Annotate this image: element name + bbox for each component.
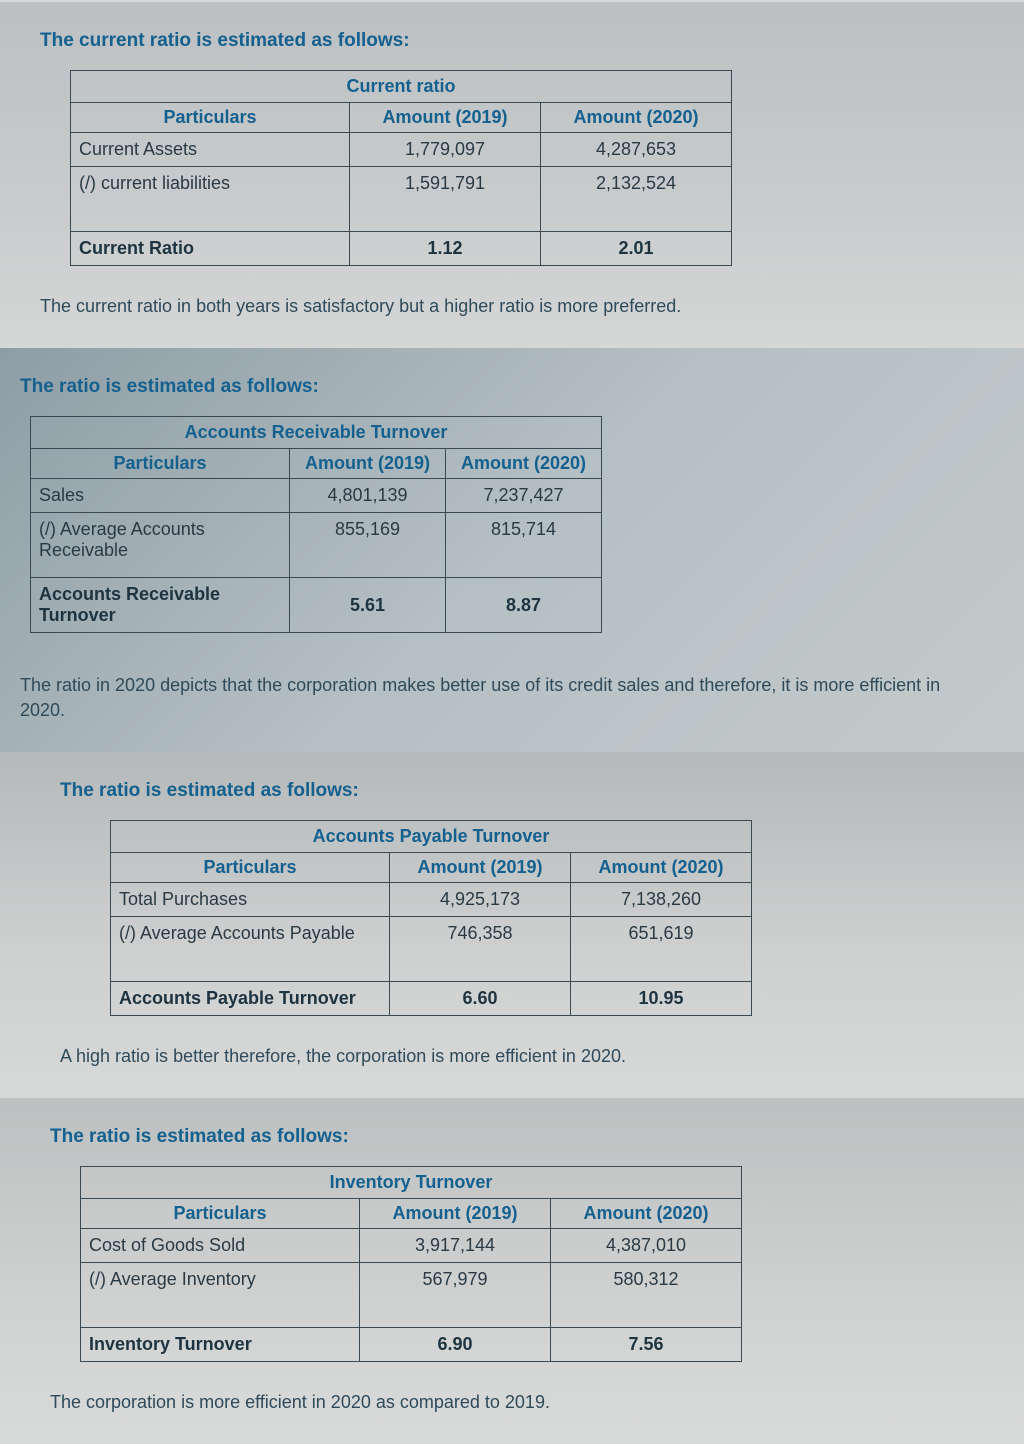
cell-2019: 567,979 (360, 1263, 551, 1328)
cell-particular: Sales (31, 479, 290, 513)
cell-particular: (/) Average Accounts Payable (111, 916, 390, 981)
col-2020: Amount (2020) (446, 449, 602, 479)
cell-2019: 4,801,139 (290, 479, 446, 513)
table-row: Total Purchases 4,925,173 7,138,260 (111, 882, 752, 916)
table-row: (/) Average Accounts Payable 746,358 651… (111, 916, 752, 981)
cell-2020: 2,132,524 (541, 167, 732, 232)
table-row: Sales 4,801,139 7,237,427 (31, 479, 602, 513)
table-title: Accounts Payable Turnover (111, 820, 752, 852)
table-row: (/) Average Accounts Receivable 855,169 … (31, 513, 602, 578)
table-result-row: Current Ratio 1.12 2.01 (71, 232, 732, 266)
table-result-row: Inventory Turnover 6.90 7.56 (81, 1328, 742, 1362)
heading-ap-turnover: The ratio is estimated as follows: (60, 780, 984, 802)
note-ar-turnover: The ratio in 2020 depicts that the corpo… (20, 673, 984, 722)
col-particulars: Particulars (71, 103, 350, 133)
section-ar-turnover: The ratio is estimated as follows: Accou… (0, 348, 1024, 752)
cell-2019: 5.61 (290, 578, 446, 633)
table-inventory-turnover: Inventory Turnover Particulars Amount (2… (80, 1166, 742, 1362)
cell-2019: 1.12 (350, 232, 541, 266)
cell-particular: Cost of Goods Sold (81, 1229, 360, 1263)
cell-particular: Inventory Turnover (81, 1328, 360, 1362)
table-row: (/) Average Inventory 567,979 580,312 (81, 1263, 742, 1328)
cell-2020: 4,387,010 (551, 1229, 742, 1263)
col-particulars: Particulars (31, 449, 290, 479)
cell-2020: 2.01 (541, 232, 732, 266)
cell-2020: 8.87 (446, 578, 602, 633)
table-row: (/) current liabilities 1,591,791 2,132,… (71, 167, 732, 232)
cell-particular: Total Purchases (111, 882, 390, 916)
table-row: Cost of Goods Sold 3,917,144 4,387,010 (81, 1229, 742, 1263)
heading-current-ratio: The current ratio is estimated as follow… (40, 30, 984, 52)
cell-particular: Current Ratio (71, 232, 350, 266)
table-result-row: Accounts Receivable Turnover 5.61 8.87 (31, 578, 602, 633)
cell-2020: 651,619 (571, 916, 752, 981)
table-ar-turnover: Accounts Receivable Turnover Particulars… (30, 416, 602, 633)
section-inventory-turnover: The ratio is estimated as follows: Inven… (0, 1098, 1024, 1444)
note-current-ratio: The current ratio in both years is satis… (40, 294, 984, 318)
cell-2020: 580,312 (551, 1263, 742, 1328)
cell-2020: 4,287,653 (541, 133, 732, 167)
col-2019: Amount (2019) (360, 1199, 551, 1229)
col-2020: Amount (2020) (551, 1199, 742, 1229)
cell-2019: 855,169 (290, 513, 446, 578)
cell-2020: 815,714 (446, 513, 602, 578)
table-title: Inventory Turnover (81, 1167, 742, 1199)
col-2019: Amount (2019) (290, 449, 446, 479)
cell-2019: 1,779,097 (350, 133, 541, 167)
cell-2019: 6.60 (390, 981, 571, 1015)
table-title: Accounts Receivable Turnover (31, 417, 602, 449)
section-current-ratio: The current ratio is estimated as follow… (0, 0, 1024, 348)
cell-2020: 7,237,427 (446, 479, 602, 513)
section-ap-turnover: The ratio is estimated as follows: Accou… (0, 752, 1024, 1098)
cell-2019: 6.90 (360, 1328, 551, 1362)
cell-2020: 7,138,260 (571, 882, 752, 916)
cell-2019: 4,925,173 (390, 882, 571, 916)
cell-particular: (/) current liabilities (71, 167, 350, 232)
note-ap-turnover: A high ratio is better therefore, the co… (60, 1044, 984, 1068)
table-current-ratio: Current ratio Particulars Amount (2019) … (70, 70, 732, 266)
col-particulars: Particulars (111, 852, 390, 882)
col-2019: Amount (2019) (390, 852, 571, 882)
col-2019: Amount (2019) (350, 103, 541, 133)
heading-inventory-turnover: The ratio is estimated as follows: (50, 1126, 984, 1148)
cell-2019: 746,358 (390, 916, 571, 981)
col-2020: Amount (2020) (541, 103, 732, 133)
cell-particular: Accounts Payable Turnover (111, 981, 390, 1015)
col-2020: Amount (2020) (571, 852, 752, 882)
table-ap-turnover: Accounts Payable Turnover Particulars Am… (110, 820, 752, 1016)
table-row: Current Assets 1,779,097 4,287,653 (71, 133, 732, 167)
note-inventory-turnover: The corporation is more efficient in 202… (50, 1390, 984, 1414)
cell-2019: 1,591,791 (350, 167, 541, 232)
table-result-row: Accounts Payable Turnover 6.60 10.95 (111, 981, 752, 1015)
cell-2020: 10.95 (571, 981, 752, 1015)
cell-particular: Accounts Receivable Turnover (31, 578, 290, 633)
cell-2020: 7.56 (551, 1328, 742, 1362)
table-title: Current ratio (71, 71, 732, 103)
cell-particular: Current Assets (71, 133, 350, 167)
cell-particular: (/) Average Accounts Receivable (31, 513, 290, 578)
cell-2019: 3,917,144 (360, 1229, 551, 1263)
cell-particular: (/) Average Inventory (81, 1263, 360, 1328)
heading-ar-turnover: The ratio is estimated as follows: (20, 376, 984, 398)
col-particulars: Particulars (81, 1199, 360, 1229)
